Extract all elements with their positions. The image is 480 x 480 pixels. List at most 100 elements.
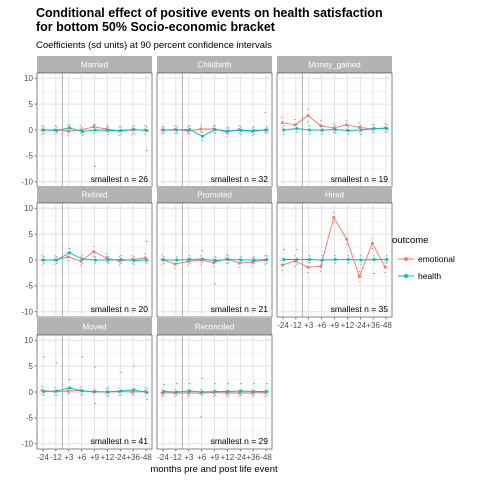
x-tick-label: +9 xyxy=(210,453,220,462)
data-point xyxy=(333,127,337,131)
legend: outcome emotional health xyxy=(392,235,455,281)
series-health xyxy=(42,356,149,404)
data-point xyxy=(346,129,350,133)
x-tick-label: +3 xyxy=(64,453,74,462)
data-point xyxy=(226,257,230,261)
x-tick-label: -24 xyxy=(114,453,126,462)
y-tick-label: -10 xyxy=(21,308,33,317)
series-emotional xyxy=(160,254,267,269)
x-tick-label: +36 xyxy=(246,453,260,462)
data-point xyxy=(66,255,70,259)
facet-strip-label: Married xyxy=(81,61,108,70)
y-tick-label: 10 xyxy=(24,204,33,213)
facet-panel-promoted: Promoted smallest n = 21 xyxy=(156,186,273,318)
sample-size-annotation: smallest n = 26 xyxy=(91,174,149,184)
sample-size-annotation: smallest n = 20 xyxy=(91,304,149,314)
data-point xyxy=(132,388,136,392)
facet-strip-label: Promoted xyxy=(197,191,232,200)
data-point xyxy=(93,389,97,393)
data-point xyxy=(42,389,46,393)
facet-panel-money-gained: Money_gained smallest n = 19 xyxy=(276,56,393,188)
y-tick-label: -10 xyxy=(21,178,33,187)
y-tick-label: -10 xyxy=(21,440,33,449)
y-tick-label: -5 xyxy=(26,152,34,161)
series-emotional xyxy=(280,211,387,283)
data-point xyxy=(173,262,177,266)
chart-title-line-2: for bottom 50% Socio-economic bracket xyxy=(36,20,276,34)
x-tick-label: +6 xyxy=(317,321,327,330)
y-tick-label: 10 xyxy=(24,74,33,83)
x-tick-label: -24 xyxy=(277,321,289,330)
facet-panel-married: Married smallest n = 26 xyxy=(36,56,153,188)
data-point xyxy=(385,126,389,130)
data-point xyxy=(226,129,230,133)
chart-subtitle: Coefficients (sd units) at 90 percent co… xyxy=(36,40,272,51)
data-point xyxy=(357,125,361,129)
x-tick-label: +12 xyxy=(101,453,115,462)
facet-strip xyxy=(157,56,272,73)
sample-size-annotation: smallest n = 41 xyxy=(91,436,149,446)
data-point xyxy=(308,257,312,261)
data-point xyxy=(306,265,310,269)
y-axes: 10 5 0 -5 -10 10 5 0 -5 -10 10 5 0 -5 -10 xyxy=(21,74,37,449)
data-point xyxy=(282,128,286,132)
facet-strip-label: Hired xyxy=(325,191,344,200)
data-point xyxy=(42,128,46,132)
facet-panel-retired: Retired smallest n = 20 xyxy=(36,186,153,318)
x-tick-label: -48 xyxy=(380,321,392,330)
series-health xyxy=(162,378,269,396)
facet-strip-label: Reconciled xyxy=(195,323,235,332)
x-tick-label: -12 xyxy=(290,321,302,330)
data-point xyxy=(175,258,179,262)
facet-strip xyxy=(37,56,152,73)
data-point xyxy=(333,257,337,261)
data-point xyxy=(239,258,243,262)
data-point xyxy=(42,258,46,262)
x-tick-label: -24 xyxy=(234,453,246,462)
data-point xyxy=(130,390,134,394)
series-health xyxy=(282,124,389,135)
data-point xyxy=(80,257,84,261)
data-point xyxy=(345,237,349,241)
series-health xyxy=(162,125,269,141)
sample-size-annotation: smallest n = 35 xyxy=(331,304,389,314)
sample-size-annotation: smallest n = 19 xyxy=(331,174,389,184)
facet-panel-childbirth: Childbirth smallest n = 32 xyxy=(156,56,273,188)
data-point xyxy=(66,389,70,393)
data-point xyxy=(79,259,83,263)
data-point xyxy=(370,241,374,245)
x-tick-label: +3 xyxy=(304,321,314,330)
data-point xyxy=(55,258,59,262)
legend-key-point xyxy=(404,274,408,278)
data-point xyxy=(383,265,387,269)
x-tick-label: -12 xyxy=(50,453,62,462)
x-tick-label: -48 xyxy=(260,453,272,462)
data-point xyxy=(346,257,350,261)
data-point xyxy=(68,126,72,130)
y-tick-label: 0 xyxy=(29,126,34,135)
data-point xyxy=(132,259,136,263)
data-point xyxy=(68,251,72,255)
data-point xyxy=(188,389,192,393)
data-point xyxy=(265,128,269,132)
data-point xyxy=(280,263,284,267)
data-point xyxy=(119,257,123,261)
data-point xyxy=(132,127,136,131)
data-point xyxy=(175,128,179,132)
data-point xyxy=(105,256,109,260)
data-point xyxy=(295,126,299,130)
data-point xyxy=(186,391,190,395)
facet-panels: Married smallest n = 26 Childbirth smallest… xyxy=(36,56,393,450)
facet-panel-reconciled: Reconciled smallest n = 29 xyxy=(156,318,273,450)
data-point xyxy=(68,386,72,390)
legend-title: outcome xyxy=(392,235,428,246)
x-tick-label: +6 xyxy=(77,453,87,462)
data-point xyxy=(162,258,166,262)
data-point xyxy=(143,256,147,260)
facet-strip xyxy=(37,318,152,335)
series-health xyxy=(42,240,149,265)
data-point xyxy=(320,128,324,132)
facet-strip-label: Money_gained xyxy=(308,61,360,70)
data-point xyxy=(213,389,217,393)
data-point xyxy=(265,389,269,393)
